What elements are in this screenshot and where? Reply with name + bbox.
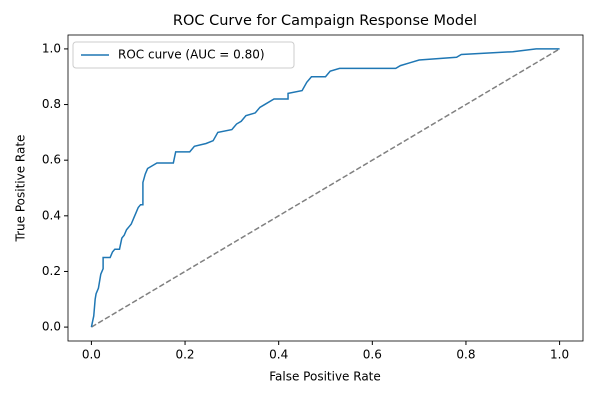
chart-title: ROC Curve for Campaign Response Model: [173, 13, 477, 29]
x-tick-label: 0.8: [456, 348, 475, 362]
y-tick-label: 0.0: [42, 320, 61, 334]
y-tick-label: 0.6: [42, 153, 61, 167]
x-tick-label: 1.0: [550, 348, 569, 362]
legend-box: [72, 41, 295, 69]
x-tick-label: 0.0: [82, 348, 101, 362]
y-tick-label: 0.4: [42, 208, 61, 222]
y-axis-label: True Positive Rate: [14, 135, 28, 243]
y-tick-label: 0.8: [42, 97, 61, 111]
x-tick-label: 0.4: [269, 348, 288, 362]
y-tick-label: 1.0: [42, 41, 61, 55]
legend-label: ROC curve (AUC = 0.80): [118, 48, 265, 62]
y-tick-label: 0.2: [42, 264, 61, 278]
x-tick-label: 0.6: [363, 348, 382, 362]
plot-frame: [67, 34, 584, 342]
series-line: [90, 48, 560, 328]
x-tick-label: 0.2: [175, 348, 194, 362]
x-axis-label: False Positive Rate: [269, 370, 381, 384]
series-line: [91, 48, 560, 328]
